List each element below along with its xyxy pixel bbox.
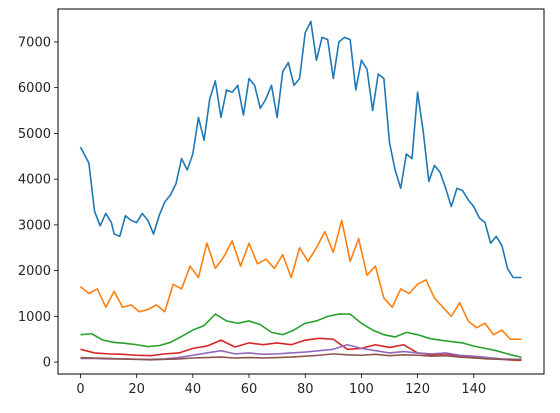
series-layer <box>79 20 522 362</box>
y-tick-label: 6000 <box>18 81 51 96</box>
x-tick-label: 20 <box>128 382 145 397</box>
y-axis-ticks: 0 1000 2000 3000 4000 5000 6000 7000 <box>18 35 58 371</box>
x-tick-label: 0 <box>76 382 84 397</box>
y-tick-label: 1000 <box>18 310 51 325</box>
y-tick-label: 0 <box>43 356 51 371</box>
x-tick-label: 120 <box>405 382 430 397</box>
x-tick-label: 40 <box>185 382 202 397</box>
x-tick-label: 60 <box>241 382 258 397</box>
y-tick-label: 2000 <box>18 264 51 279</box>
x-tick-label: 80 <box>297 382 314 397</box>
x-tick-label: 140 <box>461 382 486 397</box>
series-line-6 <box>80 353 522 361</box>
y-tick-label: 3000 <box>18 218 51 233</box>
series-line-3 <box>80 313 522 359</box>
y-tick-label: 5000 <box>18 127 51 142</box>
plot-frame <box>57 8 545 375</box>
x-axis-ticks: 0 20 40 60 80 100 120 140 <box>76 374 486 397</box>
y-tick-label: 7000 <box>18 35 51 50</box>
series-line-2 <box>79 219 522 341</box>
series-line-4 <box>80 337 522 362</box>
series-line-1 <box>79 20 522 279</box>
x-tick-label: 100 <box>349 382 374 397</box>
y-tick-label: 4000 <box>18 173 51 188</box>
